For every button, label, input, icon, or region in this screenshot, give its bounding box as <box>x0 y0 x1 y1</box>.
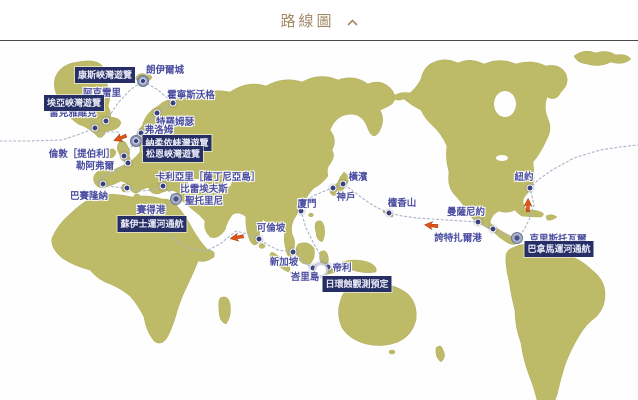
colombo-marker <box>255 235 263 243</box>
port-label-bali: 峇里島 <box>290 272 320 283</box>
port-label-kobe: 神戶 <box>336 192 356 203</box>
badge-panama-canal-transit: 巴拿馬運河通航 <box>524 241 594 257</box>
badge-suez-canal-transit: 蘇伊士運河通航 <box>117 216 187 232</box>
arabian-sea-arrow <box>228 225 245 242</box>
port-label-singapore: 新加坡 <box>269 257 299 268</box>
new-york-marker <box>526 184 534 192</box>
port-label-honningsvag: 霍寧斯沃格 <box>167 90 215 101</box>
port-label-le-havre: 勒阿弗爾 <box>75 161 115 172</box>
kobe-marker <box>329 184 337 192</box>
route-segment-0 <box>0 80 638 271</box>
island-madagascar <box>218 296 231 325</box>
port-label-cristobal: 克里斯托瓦爾 <box>529 234 587 245</box>
port-label-flam: 弗洛姆 <box>144 125 174 136</box>
port-label-colombo: 可倫坡 <box>256 223 286 234</box>
port-label-london-tilbury: 倫敦［提伯利］ <box>48 149 116 160</box>
barcelona-marker <box>99 180 107 188</box>
london-tilbury-marker <box>120 152 128 160</box>
singapore-marker <box>289 248 297 256</box>
island-ireland <box>107 148 117 159</box>
continent-south-america <box>505 243 606 400</box>
honolulu-marker <box>385 209 393 217</box>
route-map-header[interactable]: 路線圖 <box>0 0 638 41</box>
honningsvag-marker <box>169 99 177 107</box>
port-label-xiamen: 廈門 <box>297 199 317 210</box>
le-havre-marker <box>124 159 132 167</box>
port-label-yokohama: 橫濱 <box>348 172 368 183</box>
chevron-up-icon[interactable] <box>346 11 358 30</box>
santorini-marker <box>170 193 182 205</box>
port-label-new-york: 紐約 <box>514 172 534 183</box>
longyearbyen-marker <box>137 75 149 87</box>
cagliari-sardinia-marker <box>123 184 131 192</box>
route-lines <box>0 80 638 271</box>
badge-kangers-fjord-cruise: 康斯峽灣遊覽 <box>74 67 136 83</box>
route-map-title: 路線圖 <box>280 11 335 30</box>
port-label-manzanillo: 曼薩尼約 <box>446 207 486 218</box>
badge-sognefjord-cruise: 松恩峽灣遊覽 <box>142 146 204 162</box>
map-overlay: 朗伊爾城霍寧斯沃格 阿克雷里雷克雅維克特羅姆瑟 弗洛姆倫敦［提伯利］ 勒阿弗爾巴賽隆納… <box>0 41 638 400</box>
route-segment-2 <box>97 131 125 157</box>
badge-eyja-fjord-cruise: 埃亞峽灣遊覽 <box>43 95 105 111</box>
cristobal-marker <box>511 232 523 244</box>
island-new-zealand <box>435 345 445 363</box>
greenland-arrow <box>110 125 128 142</box>
port-label-longyearbyen: 朗伊爾城 <box>145 65 185 76</box>
port-label-reykjavik: 雷克雅維克 <box>49 108 97 119</box>
world-route-map: 朗伊爾城霍寧斯沃格 阿克雷里雷克雅維克特羅姆瑟 弗洛姆倫敦［提伯利］ 勒阿弗爾巴賽隆納… <box>0 41 638 400</box>
flam-marker <box>137 129 145 137</box>
caribbean-arrow <box>523 197 538 212</box>
tromso-marker <box>153 109 161 117</box>
continent-eurasia <box>93 76 396 258</box>
port-label-tromso: 特羅姆瑟 <box>155 117 195 128</box>
port-label-santorini: 聖托里尼 <box>184 196 224 207</box>
eclipse-point-marker <box>314 263 328 277</box>
island-new-guinea <box>341 259 377 273</box>
port-label-port-said: 賽得港 <box>136 205 166 216</box>
port-label-barcelona: 巴賽隆納 <box>69 191 109 202</box>
port-label-dili: 帝利 <box>332 263 352 274</box>
reykjavik-marker <box>91 124 99 132</box>
xiamen-marker <box>297 207 305 215</box>
port-label-puerto-quetzal: 誇特扎爾港 <box>434 233 482 244</box>
akureyri-marker <box>102 117 110 125</box>
naeroyfjord-point-marker <box>130 135 142 147</box>
pacific-arrow <box>423 214 440 230</box>
yokohama-marker <box>339 180 347 188</box>
manzanillo-marker <box>474 218 482 226</box>
piraeus-marker <box>159 182 167 190</box>
port-label-cagliari-sardinia: 卡利亞里［薩丁尼亞島］ <box>155 172 261 183</box>
route-segment-1 <box>85 111 96 129</box>
continent-north-america <box>391 59 568 245</box>
port-label-akureyri: 阿克雷里 <box>82 88 122 99</box>
port-label-piraeus: 比雷埃夫斯 <box>180 184 228 195</box>
badge-solar-eclipse-observation: 日環蝕觀測預定 <box>322 276 392 292</box>
world-map <box>51 50 632 400</box>
port-label-honolulu: 檀香山 <box>387 198 417 209</box>
puerto-quetzal-marker <box>489 225 497 233</box>
